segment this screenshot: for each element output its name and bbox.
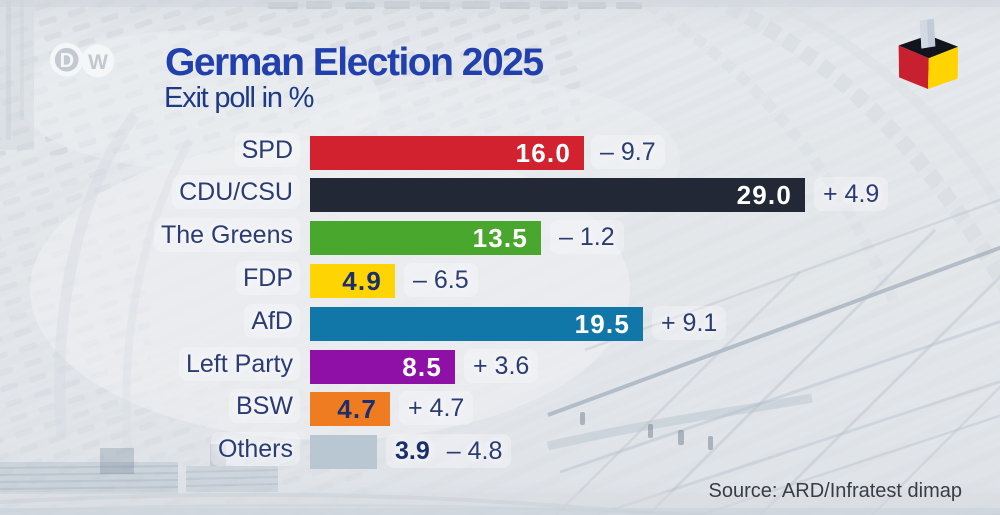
svg-text:D: D xyxy=(60,50,74,72)
svg-text:W: W xyxy=(88,51,108,74)
